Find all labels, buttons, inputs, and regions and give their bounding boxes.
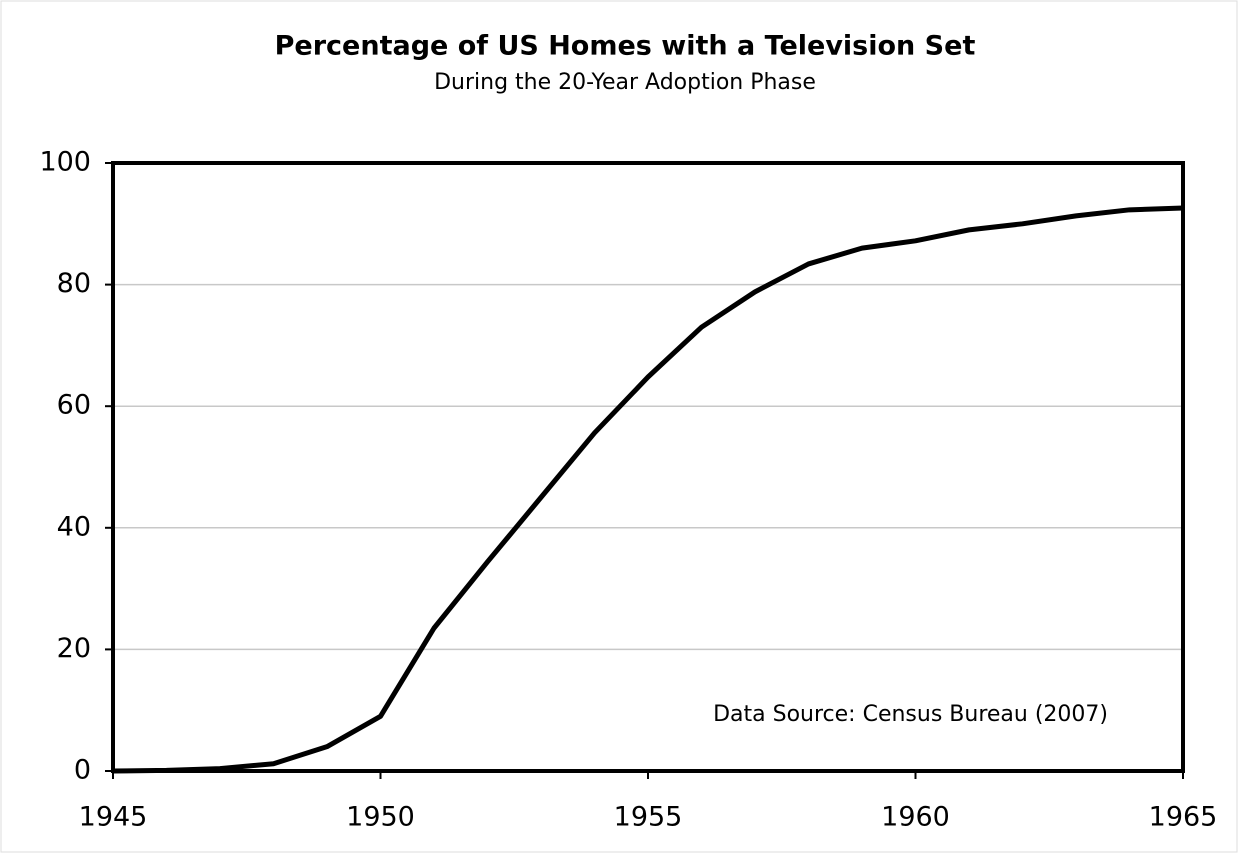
y-tick-label: 0 [74, 755, 91, 786]
annotation: Data Source: Census Bureau (2007) [713, 702, 1108, 727]
x-tick-label: 1950 [346, 802, 415, 833]
y-tick-label: 100 [39, 147, 91, 178]
chart-title: Percentage of US Homes with a Television… [275, 31, 976, 62]
x-tick-label: 1955 [614, 802, 683, 833]
x-tick-label: 1945 [79, 802, 148, 833]
chart-subtitle: During the 20-Year Adoption Phase [434, 70, 816, 95]
line-series [112, 205, 1184, 774]
y-tick-label: 80 [57, 268, 91, 299]
y-tick-label: 60 [57, 390, 91, 421]
y-tick-label: 40 [57, 511, 91, 542]
plot-border [111, 161, 1185, 773]
x-tick-label: 1960 [881, 802, 950, 833]
y-tick-label: 20 [57, 633, 91, 664]
x-tick-label: 1965 [1149, 802, 1218, 833]
